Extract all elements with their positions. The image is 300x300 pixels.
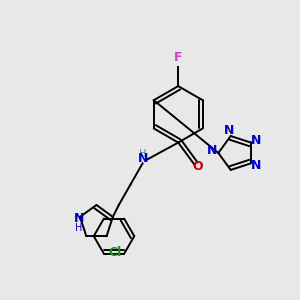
Text: N: N — [251, 134, 261, 147]
Text: N: N — [207, 144, 217, 157]
Text: N: N — [137, 152, 148, 165]
Text: O: O — [193, 160, 203, 173]
Text: N: N — [74, 212, 84, 225]
Text: Cl: Cl — [109, 246, 122, 259]
Text: N: N — [224, 124, 234, 137]
Text: H: H — [75, 224, 82, 233]
Text: F: F — [174, 51, 182, 64]
Text: H: H — [139, 149, 146, 159]
Text: N: N — [251, 159, 261, 172]
